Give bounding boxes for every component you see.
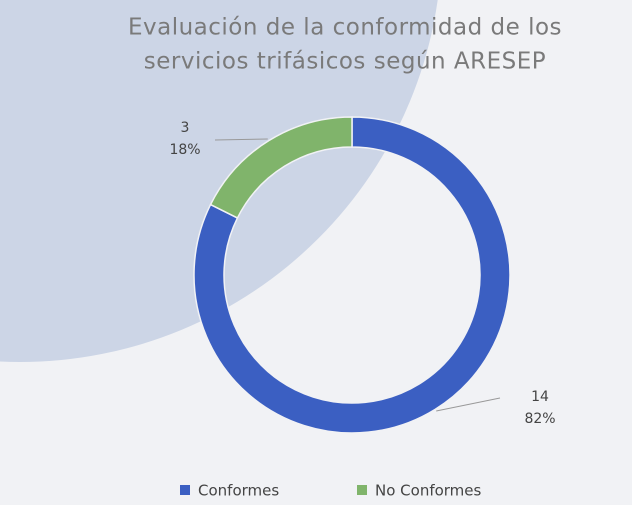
data-label: 82% bbox=[524, 411, 555, 427]
chart-title: Evaluación de la conformidad de los bbox=[128, 15, 562, 41]
donut-segment bbox=[193, 116, 511, 434]
data-label: 18% bbox=[169, 142, 200, 158]
leader-line bbox=[436, 397, 501, 412]
legend-label: Conformes bbox=[198, 482, 279, 500]
chart-title: servicios trifásicos según ARESEP bbox=[144, 49, 546, 75]
background-shape bbox=[0, 0, 438, 362]
leader-line bbox=[214, 138, 268, 141]
legend-swatch bbox=[357, 485, 367, 495]
data-label: 14 bbox=[531, 389, 549, 405]
legend-label: No Conformes bbox=[375, 482, 482, 500]
donut-segment bbox=[209, 116, 353, 219]
legend-swatch bbox=[180, 485, 190, 495]
data-label: 3 bbox=[181, 120, 190, 136]
